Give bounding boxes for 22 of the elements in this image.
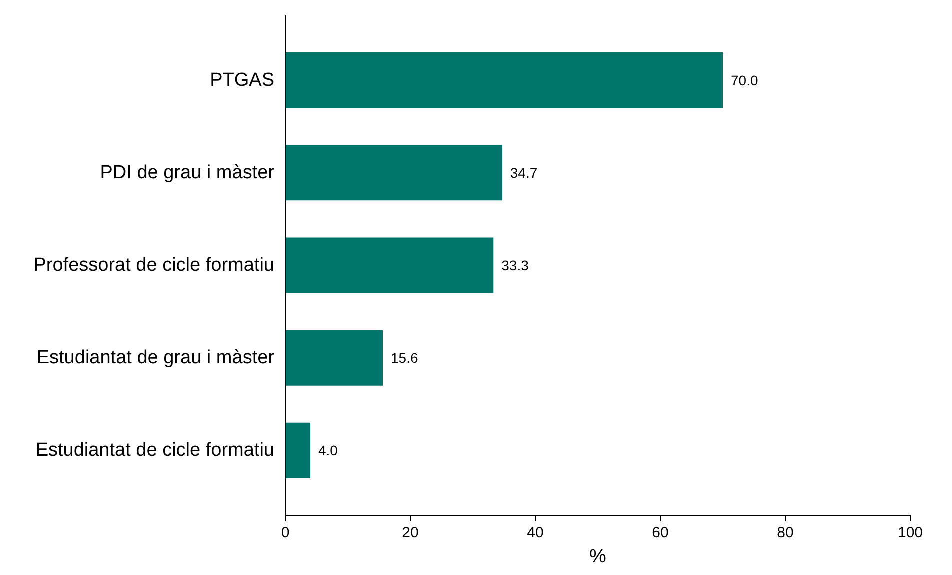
y-tick-label: PTGAS [210, 70, 275, 91]
y-tick-label: PDI de grau i màster [100, 162, 276, 184]
bar [286, 145, 502, 201]
y-tick-label: Estudiantat de cicle formatiu [36, 440, 275, 462]
x-tick-label: 20 [402, 524, 419, 542]
data-label: 34.7 [510, 164, 538, 181]
bar [286, 238, 494, 294]
x-tick-label: 80 [777, 524, 794, 542]
data-label: 4.0 [318, 442, 338, 459]
x-tick-label: 0 [281, 524, 290, 542]
x-tick-label: 100 [898, 524, 924, 542]
x-axis-title: % [590, 546, 607, 568]
data-label: 33.3 [502, 258, 530, 274]
data-label: 15.6 [391, 350, 418, 366]
x-tick-label: 40 [527, 524, 544, 542]
data-label: 70.0 [731, 72, 758, 88]
y-tick-label: Estudiantat de grau i màster [36, 348, 276, 369]
x-tick-label: 60 [652, 524, 669, 542]
bar [286, 52, 723, 108]
bar [286, 330, 383, 386]
bar [286, 422, 310, 478]
y-tick-label: Professorat de cicle formatiu [34, 255, 274, 276]
